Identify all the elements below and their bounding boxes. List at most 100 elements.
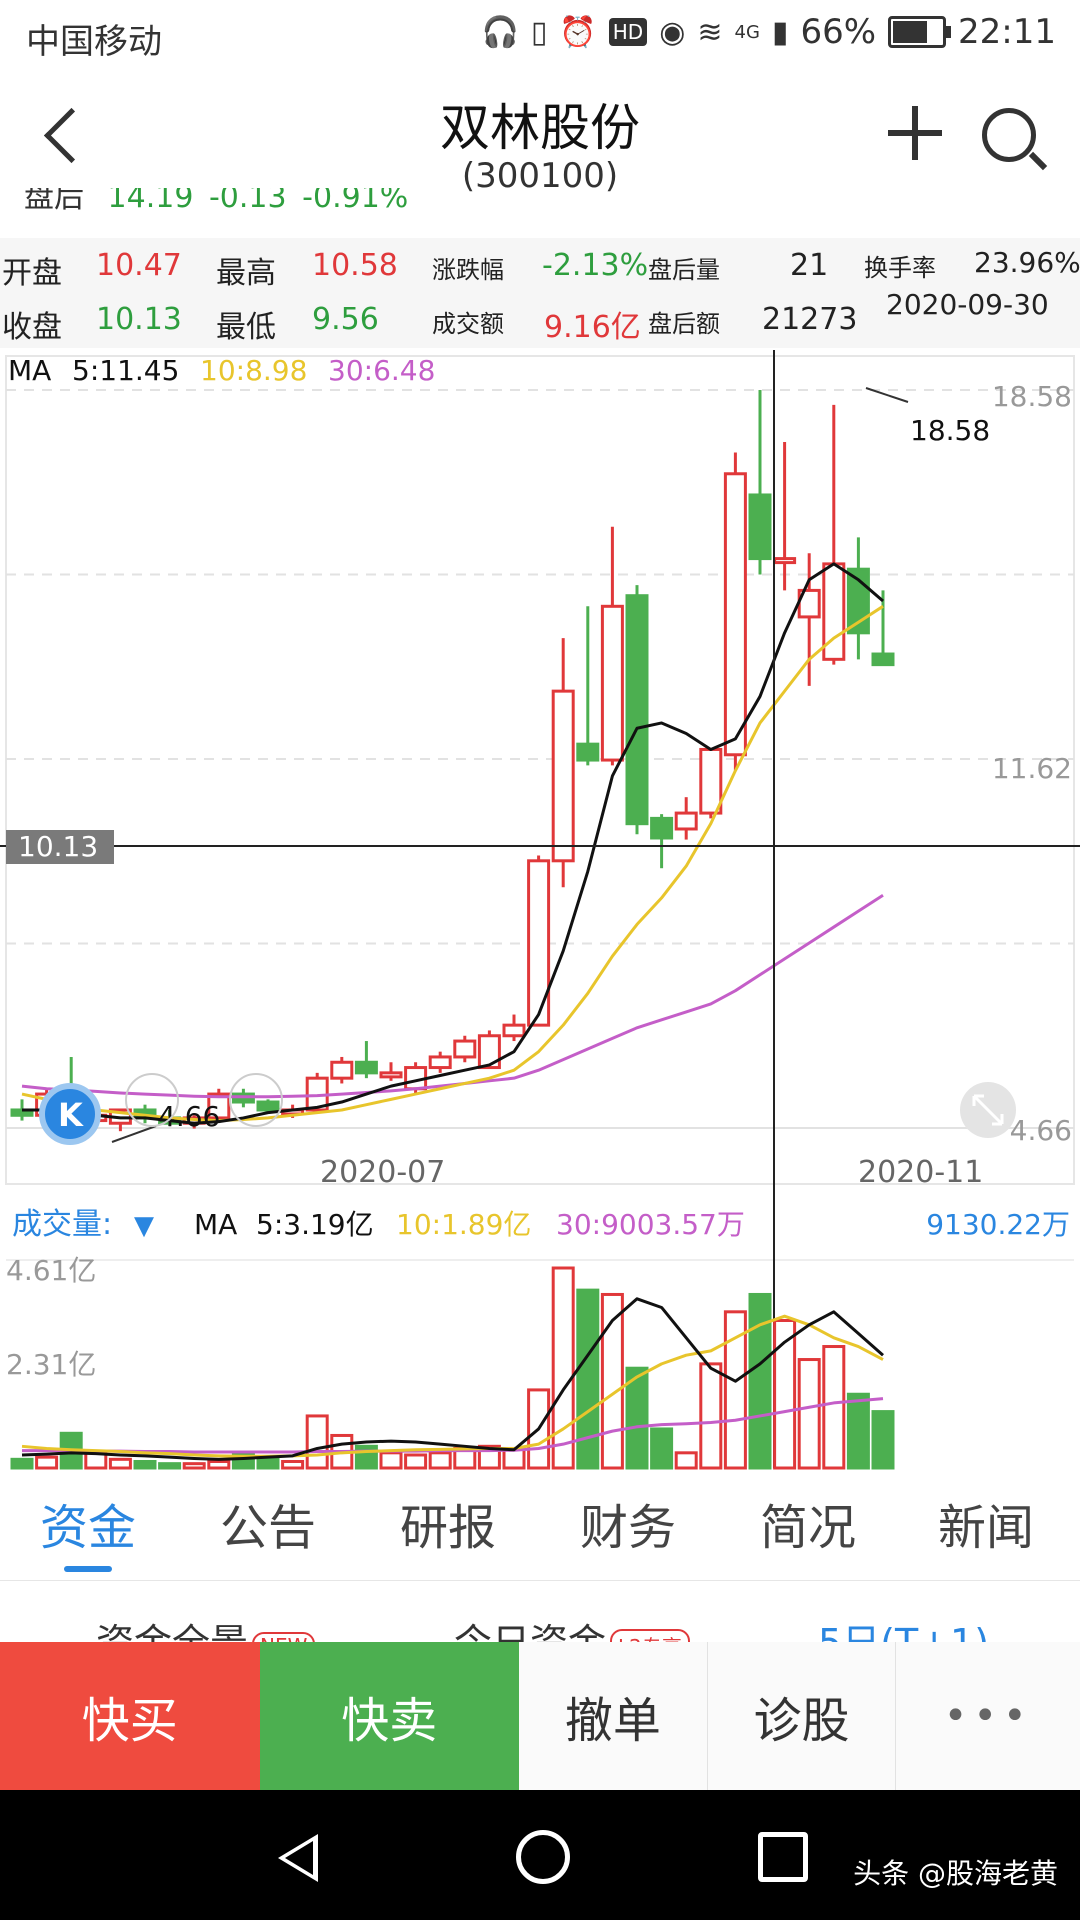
candle-body: [576, 742, 600, 762]
tab-profile[interactable]: 简况: [760, 1500, 857, 1556]
status-icons: 🎧 ▯ ⏰ HD ◉ ≋ 4G ▮ 66% 22:11: [482, 12, 1057, 52]
date-label-1: 2020-07: [320, 1155, 445, 1190]
tab-news[interactable]: 新闻: [938, 1500, 1035, 1556]
volume-bar: [158, 1462, 182, 1470]
cursor-price-label: 10.13: [18, 830, 98, 863]
candle-body: [674, 811, 698, 831]
stock-code: (300100): [461, 156, 619, 196]
volume-bar: [674, 1451, 698, 1470]
candle-body: [207, 1092, 231, 1120]
vol-ma10-line: [21, 1314, 884, 1458]
volume-bar: [428, 1451, 452, 1470]
subtab-5day[interactable]: 5日(T+1): [818, 1612, 989, 1642]
low-marker-label: 4.66: [158, 1100, 220, 1133]
subtab-today-funds[interactable]: 今日资金 L2专享: [454, 1612, 690, 1642]
volume-dropdown-icon[interactable]: ▼: [134, 1211, 154, 1241]
candle-body: [527, 859, 551, 1027]
add-watchlist-icon[interactable]: [888, 106, 942, 160]
candle-body: [379, 1071, 403, 1079]
current-volume: 9130.22万: [926, 1208, 1070, 1241]
high-marker-line: [865, 387, 909, 403]
tab-research[interactable]: 研报: [400, 1500, 497, 1556]
candle-body: [256, 1100, 280, 1112]
candle-body: [330, 1060, 354, 1080]
volume-bar: [133, 1459, 157, 1470]
watermark: 头条 @股海老黄: [853, 1857, 1058, 1890]
candle-body: [453, 1039, 477, 1059]
zoom-out-icon[interactable]: [125, 1073, 179, 1127]
nav-home-icon[interactable]: [516, 1830, 570, 1884]
after-hours-row: 盘后 14.19 -0.13 -0.91%: [24, 188, 408, 218]
new-badge: NEW: [252, 1631, 316, 1642]
tab-funds[interactable]: 资金: [40, 1500, 137, 1556]
subtab-funds-overview-label: 资金全景: [96, 1621, 248, 1642]
after-amt-label: 盘后额: [648, 310, 720, 338]
vol-ma5-legend: 5:3.19亿: [256, 1208, 374, 1241]
ma10-line: [21, 605, 884, 1123]
candle-body: [625, 594, 649, 826]
kline-chart[interactable]: MA 5:11.45 10:8.98 30:6.48 18.58 11.62 4…: [0, 350, 1080, 1470]
date-label-2: 2020-11: [858, 1155, 983, 1190]
volume-legend-label[interactable]: 成交量:: [12, 1207, 112, 1242]
volume-bar: [354, 1444, 378, 1470]
vol-ma30-line: [22, 1397, 884, 1454]
tab-finance[interactable]: 财务: [580, 1500, 677, 1556]
fullscreen-arrows: [972, 1094, 1004, 1126]
volume-bar: [35, 1455, 59, 1470]
candle-body: [477, 1034, 501, 1070]
candle-body: [773, 557, 797, 565]
battery-icon: [888, 16, 952, 48]
volume-bar: [379, 1451, 403, 1470]
more-icon[interactable]: •••: [896, 1642, 1080, 1790]
high-label: 最高: [216, 256, 276, 291]
candle-body: [650, 816, 674, 840]
clock: 22:11: [958, 12, 1056, 52]
tab-active-indicator: [64, 1566, 112, 1572]
quick-sell-button[interactable]: 快卖: [259, 1642, 520, 1790]
nav-back-icon-inner: [285, 1841, 313, 1875]
tab-announcements[interactable]: 公告: [220, 1500, 317, 1556]
vol-ma10-legend: 10:1.89亿: [396, 1208, 531, 1241]
subtab-funds-overview[interactable]: 资金全景 NEW: [96, 1612, 316, 1642]
volume-bar: [748, 1292, 772, 1470]
system-nav-bar: 头条 @股海老黄: [0, 1790, 1080, 1920]
after-vol-label: 盘后量: [648, 256, 720, 284]
search-icon[interactable]: [982, 108, 1036, 162]
volume-bar: [576, 1288, 600, 1470]
network-label: 4G: [734, 21, 760, 43]
change-pct-value: -2.13%: [542, 248, 649, 283]
price-panel-frame: [5, 355, 1075, 1185]
vol-ma-label: MA: [194, 1208, 237, 1241]
battery-percent: 66%: [800, 12, 877, 52]
status-bar: 中国移动 🎧 ▯ ⏰ HD ◉ ≋ 4G ▮ 66% 22:11: [0, 0, 1080, 72]
volume-bar: [723, 1310, 747, 1470]
info-tabs: 资金 公告 研报 财务 简况 新闻: [0, 1470, 1080, 1581]
carrier-label: 中国移动: [26, 22, 162, 62]
cursor-price-box: [6, 830, 114, 864]
after-hours-label: 盘后: [24, 188, 84, 215]
close-value: 10.13: [96, 302, 182, 337]
ma5-legend: 5:11.45: [72, 354, 179, 387]
low-marker-line: [111, 1125, 157, 1143]
header: 双林股份 (300100): [0, 72, 1080, 202]
k-logo-glyph: K: [58, 1096, 84, 1134]
ma-lines: [21, 562, 884, 1125]
ma30-legend: 30:6.48: [328, 354, 435, 387]
quick-buy-button[interactable]: 快买: [0, 1642, 260, 1790]
zoom-in-icon[interactable]: [229, 1073, 283, 1127]
open-label: 开盘: [2, 256, 62, 291]
cancel-order-button[interactable]: 撤单: [519, 1642, 708, 1790]
volume-bar: [773, 1318, 797, 1470]
volume-bar: [207, 1459, 231, 1470]
low-value: 9.56: [312, 302, 379, 337]
volume-bar: [600, 1292, 624, 1470]
nav-recents-icon[interactable]: [758, 1832, 808, 1882]
high-value: 10.58: [312, 248, 398, 283]
volume-bar: [305, 1414, 329, 1470]
diagnose-stock-button[interactable]: 诊股: [707, 1642, 897, 1790]
low-label: 最低: [216, 310, 276, 345]
volume-bar: [846, 1392, 870, 1470]
ma-legend-label: MA: [8, 354, 51, 387]
quote-stats: 开盘 10.47 最高 10.58 涨跌幅 -2.13% 盘后量 21 换手率 …: [0, 238, 1080, 348]
k-logo-icon[interactable]: [39, 1083, 101, 1145]
